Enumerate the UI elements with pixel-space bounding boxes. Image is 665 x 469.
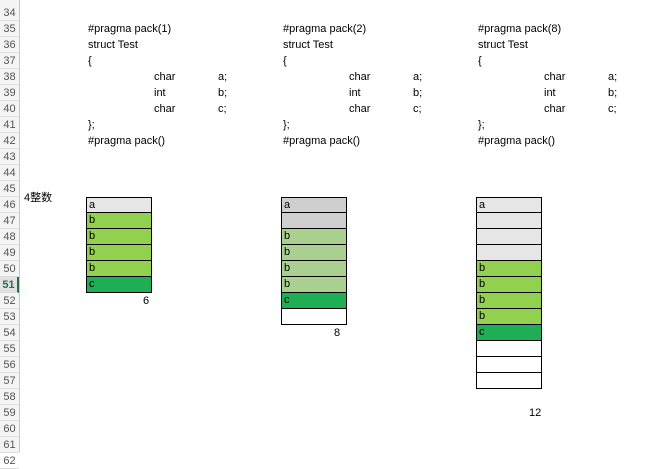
pragma-pack-line[interactable]: #pragma pack(1) <box>88 23 172 35</box>
row-number[interactable]: 49 <box>0 245 19 261</box>
member-type[interactable]: char <box>544 103 566 115</box>
row-number[interactable]: 59 <box>0 405 19 421</box>
member-name[interactable]: a; <box>413 71 423 83</box>
member-name[interactable]: a; <box>608 71 618 83</box>
memory-byte-cell[interactable] <box>476 341 542 357</box>
pragma-pack-reset-line[interactable]: #pragma pack() <box>88 135 166 147</box>
memory-byte-cell[interactable]: c <box>86 277 152 293</box>
memory-byte-cell[interactable]: a <box>281 197 347 213</box>
pragma-pack-line[interactable]: #pragma pack(8) <box>478 23 562 35</box>
open-brace[interactable]: { <box>283 55 287 67</box>
row-number[interactable]: 42 <box>0 133 19 149</box>
memory-byte-cell[interactable]: b <box>476 293 542 309</box>
row-number[interactable]: 43 <box>0 149 19 165</box>
row-number[interactable]: 56 <box>0 357 19 373</box>
row-number[interactable]: 37 <box>0 53 19 69</box>
row-number[interactable]: 35 <box>0 21 19 37</box>
member-name[interactable]: b; <box>608 87 618 99</box>
memory-byte-cell[interactable] <box>476 229 542 245</box>
struct-size-value[interactable]: 12 <box>529 407 542 419</box>
row-label-integer[interactable]: 4整数 <box>24 192 53 204</box>
row-number[interactable]: 48 <box>0 229 19 245</box>
row-number[interactable]: 57 <box>0 373 19 389</box>
member-type[interactable]: char <box>349 71 371 83</box>
member-type[interactable]: char <box>154 103 176 115</box>
pragma-pack-reset-line[interactable]: #pragma pack() <box>478 135 556 147</box>
row-number[interactable]: 61 <box>0 437 19 453</box>
member-name[interactable]: c; <box>413 103 422 115</box>
open-brace[interactable]: { <box>88 55 92 67</box>
row-number[interactable]: 62 <box>0 453 19 469</box>
struct-line[interactable]: struct Test <box>478 39 528 51</box>
row-number[interactable]: 55 <box>0 341 19 357</box>
row-number[interactable]: 53 <box>0 309 19 325</box>
row-number[interactable]: 60 <box>0 421 19 437</box>
member-type[interactable]: char <box>154 71 176 83</box>
memory-byte-cell[interactable] <box>476 373 542 389</box>
memory-byte-cell[interactable] <box>476 357 542 373</box>
memory-byte-cell[interactable]: b <box>281 277 347 293</box>
row-number[interactable]: 47 <box>0 213 19 229</box>
row-number[interactable]: 41 <box>0 117 19 133</box>
memory-byte-cell[interactable]: b <box>281 245 347 261</box>
memory-byte-cell[interactable]: b <box>86 229 152 245</box>
struct-line[interactable]: struct Test <box>283 39 333 51</box>
row-number[interactable]: 45 <box>0 181 19 197</box>
member-type[interactable]: int <box>544 87 556 99</box>
row-header-column: 34 35 36 37 38 39 40 41 42 43 44 45 46 47 48 49 50 51 52 53… <box>0 0 20 469</box>
row-number[interactable]: 50 <box>0 261 19 277</box>
row-number[interactable]: 51 <box>0 277 19 293</box>
member-name[interactable]: c; <box>218 103 227 115</box>
member-name[interactable]: a; <box>218 71 228 83</box>
memory-byte-cell[interactable]: b <box>476 261 542 277</box>
row-number[interactable]: 46 <box>0 197 19 213</box>
member-name[interactable]: b; <box>218 87 228 99</box>
row-number[interactable]: 52 <box>0 293 19 309</box>
row-number[interactable]: 36 <box>0 37 19 53</box>
row-number[interactable]: 40 <box>0 101 19 117</box>
memory-byte-cell[interactable]: c <box>281 293 347 309</box>
memory-byte-cell[interactable] <box>476 245 542 261</box>
member-type[interactable]: int <box>349 87 361 99</box>
memory-byte-cell[interactable]: b <box>86 261 152 277</box>
row-number[interactable]: 54 <box>0 325 19 341</box>
close-brace[interactable]: }; <box>283 119 290 131</box>
pragma-pack-line[interactable]: #pragma pack(2) <box>283 23 367 35</box>
close-brace[interactable]: }; <box>88 119 95 131</box>
close-brace[interactable]: }; <box>478 119 485 131</box>
memory-byte-cell[interactable]: b <box>476 309 542 325</box>
row-number[interactable]: 58 <box>0 389 19 405</box>
row-number[interactable]: 39 <box>0 85 19 101</box>
row-number[interactable]: 38 <box>0 69 19 85</box>
member-name[interactable]: b; <box>413 87 423 99</box>
member-type[interactable]: char <box>544 71 566 83</box>
open-brace[interactable]: { <box>478 55 482 67</box>
struct-size-value[interactable]: 8 <box>334 327 341 339</box>
memory-byte-cell[interactable] <box>281 309 347 325</box>
memory-byte-cell[interactable]: b <box>86 213 152 229</box>
memory-byte-cell[interactable] <box>476 213 542 229</box>
struct-size-value[interactable]: 6 <box>143 295 150 307</box>
memory-byte-cell[interactable]: b <box>476 277 542 293</box>
memory-byte-cell[interactable]: b <box>281 229 347 245</box>
struct-line[interactable]: struct Test <box>88 39 138 51</box>
row-number[interactable]: 34 <box>0 5 19 21</box>
pragma-pack-reset-line[interactable]: #pragma pack() <box>283 135 361 147</box>
memory-byte-cell[interactable]: b <box>281 261 347 277</box>
member-type[interactable]: char <box>349 103 371 115</box>
memory-byte-cell[interactable] <box>281 213 347 229</box>
member-name[interactable]: c; <box>608 103 617 115</box>
memory-byte-cell[interactable]: b <box>86 245 152 261</box>
row-number[interactable]: 44 <box>0 165 19 181</box>
memory-byte-cell[interactable]: a <box>476 197 542 213</box>
member-type[interactable]: int <box>154 87 166 99</box>
memory-byte-cell[interactable]: a <box>86 197 152 213</box>
memory-byte-cell[interactable]: c <box>476 325 542 341</box>
